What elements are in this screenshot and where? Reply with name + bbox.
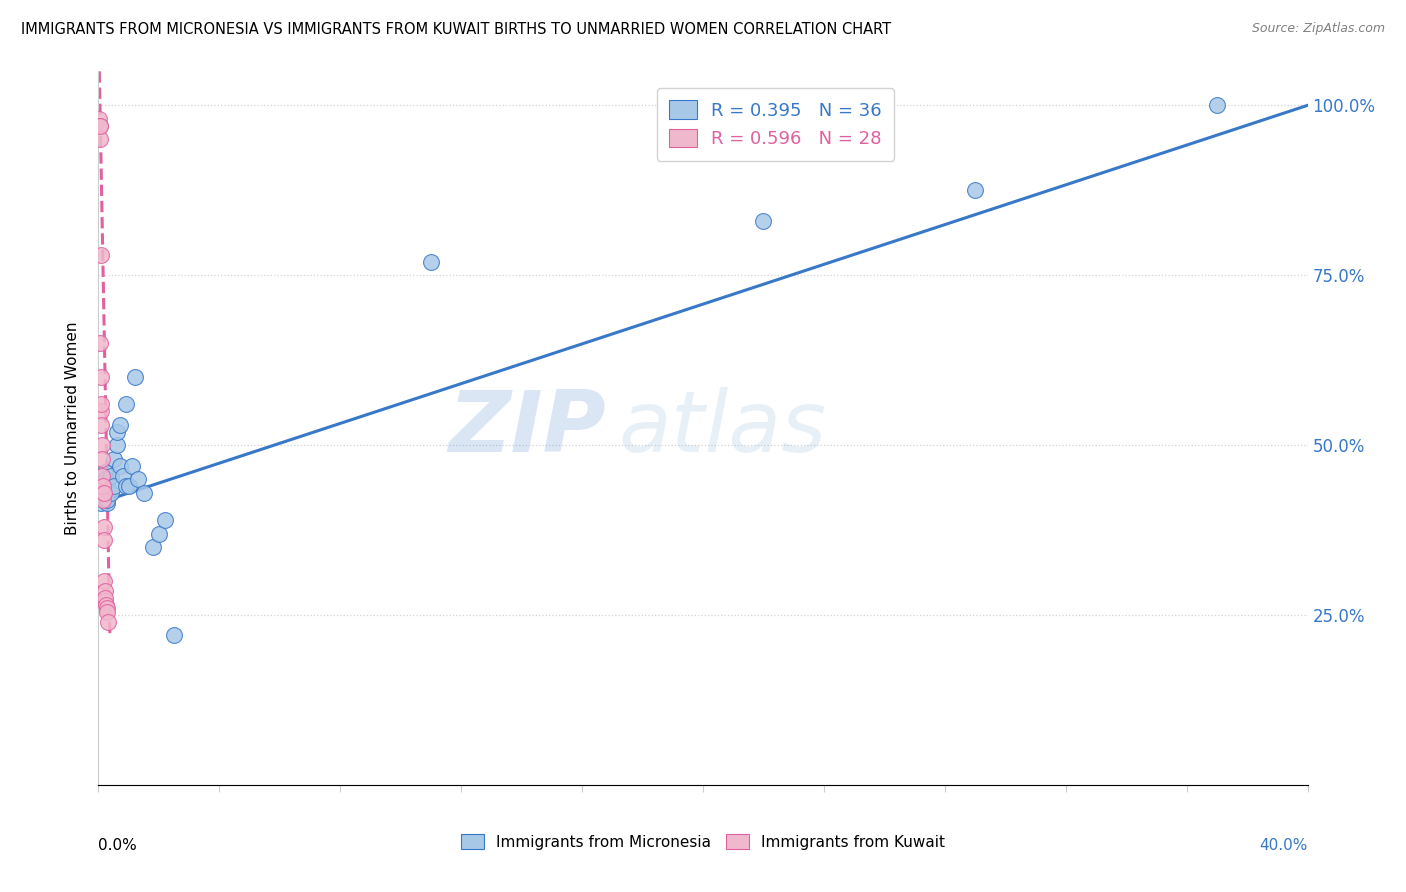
- Point: [93, 519, 115, 533]
- Point: [163, 628, 186, 642]
- Point: [127, 472, 149, 486]
- Legend: Immigrants from Micronesia, Immigrants from Kuwait: Immigrants from Micronesia, Immigrants f…: [454, 828, 952, 855]
- Point: [105, 438, 128, 452]
- Point: [91, 483, 114, 497]
- Point: [91, 479, 114, 493]
- Point: [108, 458, 131, 473]
- Point: [752, 214, 775, 228]
- Point: [96, 601, 118, 615]
- Point: [94, 472, 117, 486]
- Point: [100, 468, 122, 483]
- Point: [90, 397, 112, 411]
- Point: [89, 112, 111, 126]
- Point: [132, 485, 155, 500]
- Point: [114, 479, 136, 493]
- Text: atlas: atlas: [619, 386, 827, 470]
- Point: [94, 598, 117, 612]
- Point: [89, 119, 111, 133]
- Point: [96, 475, 118, 490]
- Point: [90, 417, 112, 432]
- Point: [103, 479, 125, 493]
- Point: [91, 485, 114, 500]
- Point: [96, 605, 118, 619]
- Point: [90, 248, 112, 262]
- Point: [96, 496, 118, 510]
- Point: [91, 468, 114, 483]
- Point: [100, 485, 122, 500]
- Point: [93, 492, 115, 507]
- Point: [91, 451, 114, 466]
- Point: [93, 574, 115, 588]
- Point: [142, 540, 165, 554]
- Point: [94, 591, 117, 605]
- Point: [89, 132, 111, 146]
- Text: ZIP: ZIP: [449, 386, 606, 470]
- Point: [153, 513, 176, 527]
- Text: 40.0%: 40.0%: [1260, 838, 1308, 854]
- Point: [90, 438, 112, 452]
- Point: [93, 485, 115, 500]
- Text: Source: ZipAtlas.com: Source: ZipAtlas.com: [1251, 22, 1385, 36]
- Point: [89, 336, 111, 351]
- Point: [90, 370, 112, 384]
- Point: [108, 417, 131, 432]
- Point: [111, 468, 134, 483]
- Text: 0.0%: 0.0%: [98, 838, 138, 854]
- Point: [114, 397, 136, 411]
- Point: [93, 533, 115, 548]
- Point: [91, 485, 114, 500]
- Point: [90, 404, 112, 418]
- Point: [94, 594, 117, 608]
- Y-axis label: Births to Unmarried Women: Births to Unmarried Women: [65, 321, 80, 535]
- Point: [97, 615, 120, 629]
- Point: [124, 370, 146, 384]
- Point: [420, 254, 443, 268]
- Point: [965, 183, 987, 197]
- Text: IMMIGRANTS FROM MICRONESIA VS IMMIGRANTS FROM KUWAIT BIRTHS TO UNMARRIED WOMEN C: IMMIGRANTS FROM MICRONESIA VS IMMIGRANTS…: [21, 22, 891, 37]
- Point: [91, 479, 114, 493]
- Point: [91, 492, 114, 507]
- Point: [90, 496, 112, 510]
- Point: [93, 479, 115, 493]
- Point: [118, 479, 141, 493]
- Point: [89, 119, 111, 133]
- Point: [91, 479, 114, 493]
- Point: [103, 451, 125, 466]
- Point: [94, 466, 117, 480]
- Point: [96, 492, 118, 507]
- Point: [148, 526, 170, 541]
- Point: [105, 425, 128, 439]
- Point: [94, 584, 117, 599]
- Point: [93, 485, 115, 500]
- Point: [1206, 98, 1229, 112]
- Point: [121, 458, 143, 473]
